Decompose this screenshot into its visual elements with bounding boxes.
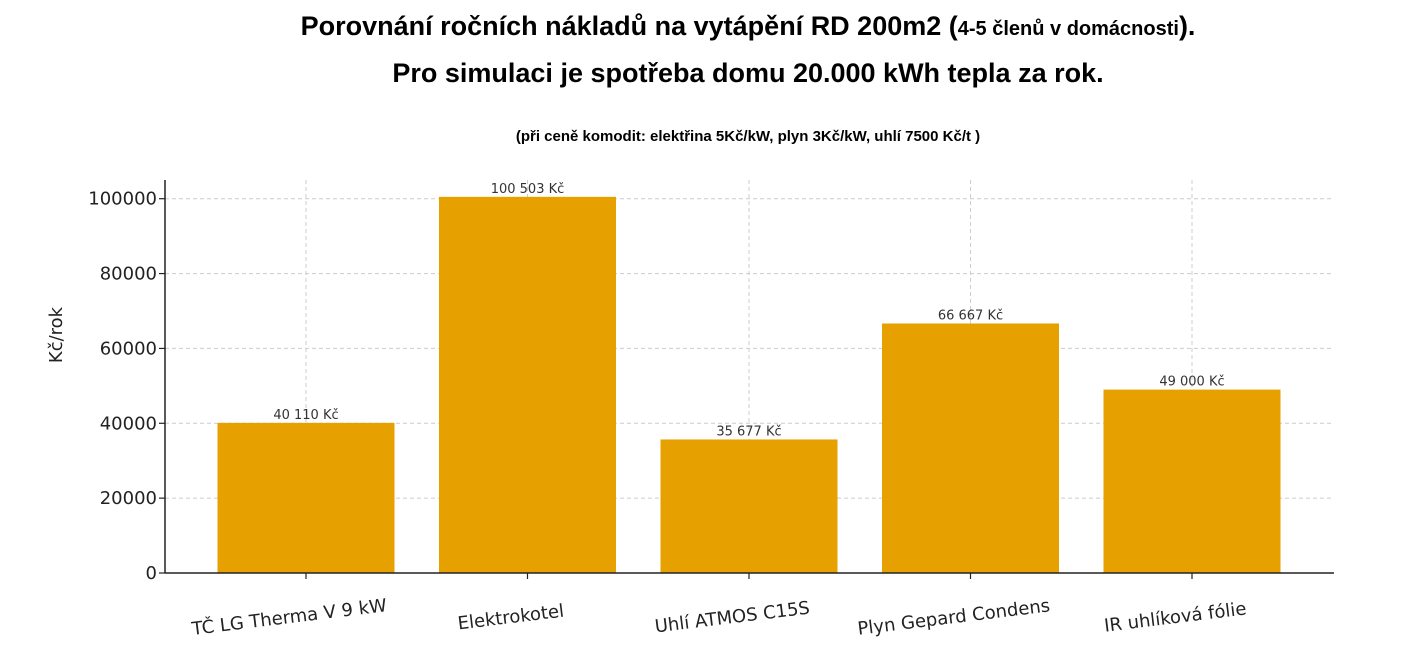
y-axis-label: Kč/rok	[46, 306, 67, 363]
bar-3	[882, 323, 1059, 573]
data-label-3: 66 667 Kč	[938, 308, 1003, 323]
chart-title-line2: Pro simulaci je spotřeba domu 20.000 kWh…	[392, 58, 1104, 88]
y-ticks: 0 20000 40000 60000 80000 100000	[88, 189, 165, 584]
bar-2	[660, 439, 838, 573]
x-tick-label-2: Uhlí ATMOS C15S	[654, 598, 811, 638]
data-label-4: 49 000 Kč	[1159, 375, 1224, 390]
bar-4	[1103, 389, 1281, 573]
chart-title: Porovnání ročních nákladů na vytápění RD…	[0, 4, 1420, 95]
y-tick-label-3: 60000	[100, 338, 157, 359]
bar-1	[439, 196, 616, 573]
y-tick-label-5: 100000	[88, 189, 157, 210]
y-tick-label-2: 40000	[100, 413, 157, 434]
chart-subtitle: (při ceně komodit: elektřina 5Kč/kW, ply…	[515, 128, 981, 145]
x-tick-label-3: Plyn Gepard Condens	[856, 595, 1051, 639]
x-tick-label-4: IR uhlíková fólie	[1103, 598, 1247, 636]
data-labels: 40 110 Kč 100 503 Kč 35 677 Kč 66 667 Kč 49 …	[273, 182, 1224, 440]
x-tick-label-1: Elektrokotel	[457, 601, 566, 635]
bars	[217, 196, 1281, 573]
y-tick-label-0: 0	[146, 563, 157, 584]
y-tick-label-4: 80000	[100, 264, 157, 285]
x-tick-label-0: TČ LG Therma V 9 kW	[190, 594, 389, 640]
data-label-1: 100 503 Kč	[491, 182, 565, 197]
y-tick-label-1: 20000	[100, 488, 157, 509]
x-ticks: TČ LG Therma V 9 kW Elektrokotel Uhlí ATMO…	[190, 573, 1248, 640]
data-label-0: 40 110 Kč	[273, 408, 338, 423]
bar-0	[217, 422, 395, 573]
chart-title-line1: Porovnání ročních nákladů na vytápění RD…	[300, 11, 1196, 41]
data-label-2: 35 677 Kč	[716, 424, 781, 439]
